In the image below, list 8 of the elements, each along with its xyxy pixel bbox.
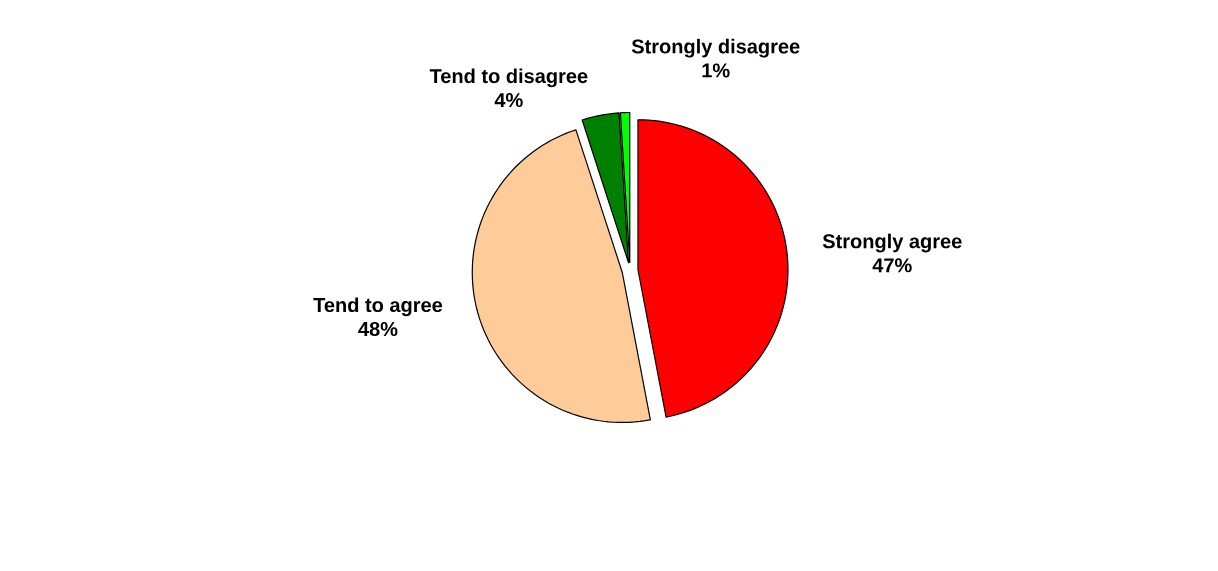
slice-label: Strongly agree [822, 233, 962, 253]
data-label: 48% [358, 321, 398, 337]
slice-label: Strongly disagree [631, 38, 800, 58]
data-label: 1% [702, 63, 730, 78]
slice-label: Tend to disagree [429, 68, 588, 88]
slice-label: Tend to agree [313, 297, 443, 317]
data-label: 4% [494, 93, 523, 108]
data-label: 47% [872, 258, 912, 273]
